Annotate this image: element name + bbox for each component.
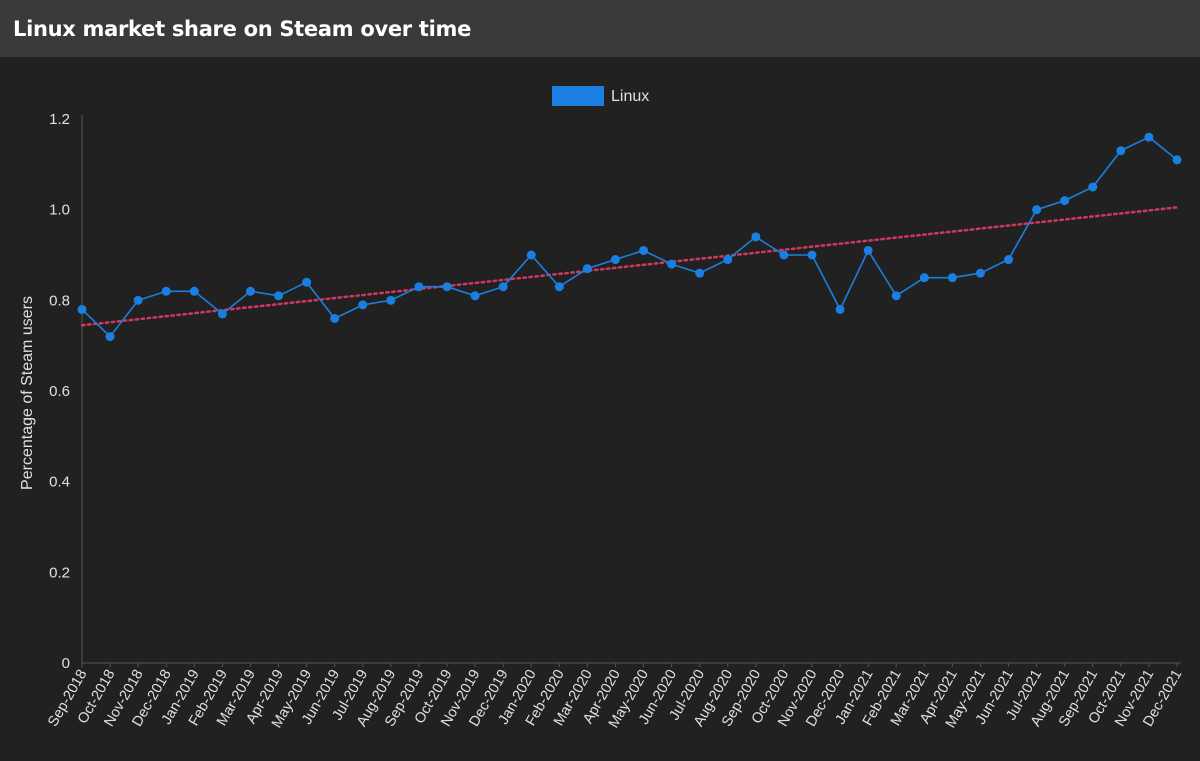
legend-swatch-linux: [552, 86, 604, 106]
data-point: [189, 286, 199, 296]
data-point: [835, 304, 845, 314]
legend-label-linux: Linux: [611, 88, 649, 105]
data-point: [947, 273, 957, 283]
data-point: [105, 332, 115, 342]
data-point: [695, 268, 705, 278]
data-point: [470, 291, 480, 301]
data-point: [610, 255, 620, 265]
page-header: Linux market share on Steam over time: [0, 0, 1200, 57]
data-point: [639, 245, 649, 255]
data-point: [891, 291, 901, 301]
data-point: [1116, 146, 1126, 156]
data-point: [1060, 196, 1070, 206]
x-axis-ticks: Sep-2018Oct-2018Nov-2018Dec-2018Jan-2019…: [45, 663, 1185, 731]
data-point: [554, 282, 564, 292]
data-point: [442, 282, 452, 292]
data-point: [582, 264, 592, 274]
data-point: [863, 245, 873, 255]
data-point: [723, 255, 733, 265]
data-point: [133, 295, 143, 305]
y-tick-label: 0.2: [49, 564, 70, 581]
y-axis-ticks: 0 0.2 0.4 0.6 0.8 1.0 1.2: [49, 111, 70, 672]
y-tick-label: 0: [62, 655, 70, 672]
data-point: [1032, 205, 1042, 215]
data-point: [779, 250, 789, 260]
data-point: [526, 250, 536, 260]
data-point: [667, 259, 677, 269]
y-tick-label: 1.0: [49, 202, 70, 219]
data-point: [245, 286, 255, 296]
data-point: [498, 282, 508, 292]
page-title: Linux market share on Steam over time: [13, 16, 472, 41]
data-point: [330, 313, 340, 323]
data-point: [919, 273, 929, 283]
series-linux: [77, 132, 1182, 342]
legend: Linux: [552, 86, 649, 106]
axes: [81, 115, 1181, 664]
data-point: [217, 309, 227, 319]
data-point: [807, 250, 817, 260]
data-point: [386, 295, 396, 305]
data-point: [414, 282, 424, 292]
line-chart: Linux Percentage of Steam users 00.20.40…: [19, 86, 1185, 731]
y-tick-label: 0.6: [49, 383, 70, 400]
data-point: [358, 300, 368, 310]
data-point: [1172, 155, 1182, 165]
data-point: [274, 291, 284, 301]
data-point: [751, 232, 761, 242]
data-point: [161, 286, 171, 296]
data-point: [302, 277, 312, 287]
data-point: [1004, 255, 1014, 265]
y-tick-label: 0.4: [49, 474, 70, 491]
data-point: [1144, 132, 1154, 142]
y-axis-title: Percentage of Steam users: [19, 296, 36, 490]
data-point: [77, 304, 87, 314]
series-line-linux: [81, 136, 1178, 338]
y-tick-label: 1.2: [49, 111, 70, 128]
y-tick-label: 0.8: [49, 292, 70, 309]
data-point: [975, 268, 985, 278]
data-point: [1088, 182, 1098, 192]
trendline: [80, 206, 1179, 327]
trendline-line: [80, 206, 1179, 327]
